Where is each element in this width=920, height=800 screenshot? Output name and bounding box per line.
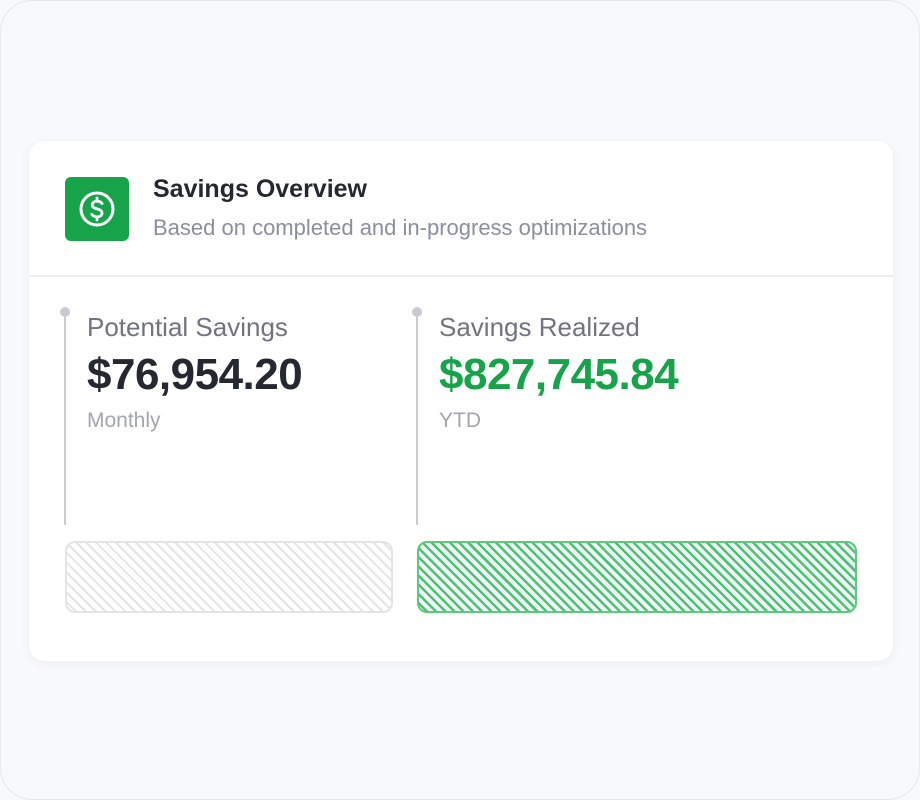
- savings-realized-bar: [417, 541, 857, 613]
- savings-realized-metric: Savings Realized $827,745.84 YTD: [439, 311, 679, 433]
- potential-savings-metric: Potential Savings $76,954.20 Monthly: [87, 311, 303, 433]
- metric-period: YTD: [439, 409, 481, 432]
- potential-savings-bar: [65, 541, 393, 613]
- card-header: Savings Overview Based on completed and …: [29, 141, 893, 277]
- metric-label: Savings Realized: [439, 312, 640, 342]
- timeline-dot: [412, 307, 422, 317]
- card-title: Savings Overview: [153, 175, 368, 203]
- timeline-dot: [60, 307, 70, 317]
- timeline-line: [416, 313, 418, 525]
- metric-period: Monthly: [87, 409, 161, 432]
- metric-value: $827,745.84: [439, 350, 679, 399]
- dollar-circle-icon: [65, 177, 129, 241]
- metric-label: Potential Savings: [87, 312, 288, 342]
- savings-overview-card: Savings Overview Based on completed and …: [29, 141, 893, 661]
- card-subtitle: Based on completed and in-progress optim…: [153, 215, 648, 240]
- metric-value: $76,954.20: [87, 350, 303, 399]
- timeline-line: [64, 313, 66, 525]
